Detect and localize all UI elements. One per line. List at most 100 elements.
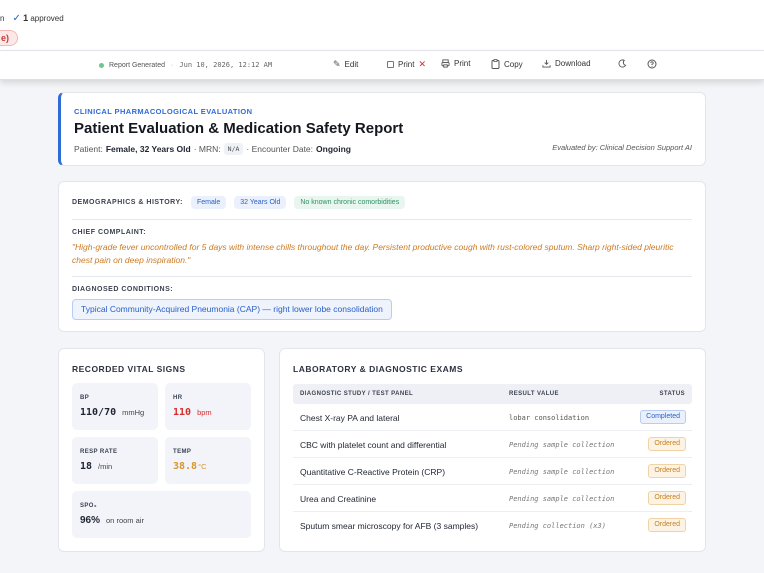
tag-comorbidities: No known chronic comorbidities bbox=[294, 196, 406, 209]
print-button[interactable]: Print bbox=[441, 59, 470, 68]
status-badge: Ordered bbox=[648, 437, 686, 451]
study-name: Sputum smear microscopy for AFB (3 sampl… bbox=[300, 521, 479, 531]
status-badge: Completed bbox=[640, 410, 686, 424]
vital-value: 110/70 bbox=[80, 407, 117, 418]
vital-unit: /min bbox=[98, 462, 113, 471]
check-icon: ✓ bbox=[12, 13, 21, 24]
vital-label: BP bbox=[80, 395, 90, 401]
report-status: Report Generated · Jun 10, 2026, 12:12 A… bbox=[99, 61, 272, 69]
labs-title: LABORATORY & DIAGNOSTIC EXAMS bbox=[293, 364, 464, 374]
vital-label: HR bbox=[173, 395, 183, 401]
divider bbox=[72, 276, 692, 277]
checkbox-icon[interactable] bbox=[387, 61, 394, 68]
help-button[interactable] bbox=[647, 59, 657, 69]
result-value: Pending sample collection bbox=[509, 441, 615, 449]
vitals-title: RECORDED VITAL SIGNS bbox=[72, 364, 186, 374]
edit-label: Edit bbox=[344, 60, 359, 69]
result-value: Pending collection (x3) bbox=[509, 522, 606, 530]
vital-spo2: SPO₂ 96% on room air bbox=[72, 491, 251, 538]
vital-unit: bpm bbox=[197, 408, 212, 417]
printer-icon bbox=[441, 59, 450, 68]
approved-count: 1 bbox=[23, 13, 29, 23]
vital-value: 110 bbox=[173, 407, 192, 418]
demographics-row: DEMOGRAPHICS & HISTORY: Female 32 Years … bbox=[72, 196, 406, 209]
report-eyebrow: CLINICAL PHARMACOLOGICAL EVALUATION bbox=[74, 107, 253, 116]
vital-unit: on room air bbox=[106, 516, 144, 525]
print-toggle-label: Print bbox=[398, 60, 415, 69]
edit-button[interactable]: ✎ Edit bbox=[333, 59, 358, 70]
vital-label: SPO₂ bbox=[80, 503, 97, 509]
labs-card: LABORATORY & DIAGNOSTIC EXAMS DIAGNOSTIC… bbox=[279, 348, 706, 552]
tag-sex: Female bbox=[190, 196, 227, 209]
approved-label: approved bbox=[30, 14, 64, 23]
status-badge: Ordered bbox=[648, 464, 686, 478]
approval-summary: n ✓ 1 approved bbox=[0, 13, 64, 24]
download-icon bbox=[542, 59, 551, 68]
encounter-prefix: · Encounter Date: bbox=[246, 144, 314, 154]
vital-temp: TEMP 38.8 °C bbox=[165, 437, 251, 484]
evaluated-by: Evaluated by: Clinical Decision Support … bbox=[552, 143, 692, 152]
divider bbox=[72, 219, 692, 220]
table-header: DIAGNOSTIC STUDY / TEST PANEL RESULT VAL… bbox=[293, 384, 692, 404]
report-timestamp: Jun 10, 2026, 12:12 AM bbox=[179, 61, 273, 69]
patient-meta: Patient: Female, 32 Years Old · MRN: N/A… bbox=[74, 143, 351, 155]
help-icon bbox=[647, 59, 657, 69]
vital-resp-rate: RESP RATE 18/min bbox=[72, 437, 158, 484]
mrn-value: N/A bbox=[223, 143, 244, 155]
result-value: Pending sample collection bbox=[509, 495, 615, 503]
result-value: Pending sample collection bbox=[509, 468, 615, 476]
report-toolbar: Report Generated · Jun 10, 2026, 12:12 A… bbox=[0, 51, 764, 80]
moon-icon bbox=[618, 59, 627, 68]
vital-value: 18 bbox=[80, 461, 93, 472]
column-header: RESULT VALUE bbox=[509, 391, 559, 397]
status-badge: Ordered bbox=[648, 518, 686, 532]
table-row: Urea and Creatinine Pending sample colle… bbox=[293, 485, 692, 512]
chief-complaint-text: "High-grade fever uncontrolled for 5 day… bbox=[72, 242, 674, 265]
vitals-card: RECORDED VITAL SIGNS BP 110/70 mmHg HR 11… bbox=[58, 348, 265, 552]
status-dot-icon bbox=[99, 62, 104, 68]
status-separator: · bbox=[171, 61, 174, 69]
labs-table: DIAGNOSTIC STUDY / TEST PANEL RESULT VAL… bbox=[293, 384, 692, 539]
vital-unit: °C bbox=[198, 462, 207, 471]
mrn-prefix: · MRN: bbox=[193, 144, 221, 154]
study-name: Chest X-ray PA and lateral bbox=[300, 413, 400, 423]
print-toggle[interactable]: Print ✕ bbox=[387, 59, 426, 70]
history-card: DEMOGRAPHICS & HISTORY: Female 32 Years … bbox=[58, 181, 706, 332]
vital-value: 96% bbox=[80, 515, 101, 526]
table-row: Chest X-ray PA and lateral lobar consoli… bbox=[293, 404, 692, 431]
diagnosis-chip: Typical Community-Acquired Pneumonia (CA… bbox=[72, 299, 392, 320]
report-header-card: CLINICAL PHARMACOLOGICAL EVALUATION Pati… bbox=[58, 92, 706, 166]
download-label: Download bbox=[555, 59, 591, 68]
vital-hr: HR 110 bpm bbox=[165, 383, 251, 430]
study-name: CBC with platelet count and differential bbox=[300, 440, 447, 450]
page-title: Patient Evaluation & Medication Safety R… bbox=[74, 120, 404, 137]
table-row: Sputum smear microscopy for AFB (3 sampl… bbox=[293, 512, 692, 539]
clipboard-icon bbox=[491, 59, 500, 69]
vital-unit: mmHg bbox=[122, 408, 145, 417]
tag-age: 32 Years Old bbox=[234, 196, 287, 209]
vital-bp: BP 110/70 mmHg bbox=[72, 383, 158, 430]
top-strip: n ✓ 1 approved e) bbox=[0, 0, 764, 51]
pencil-icon: ✎ bbox=[333, 59, 341, 69]
truncated-text: n bbox=[0, 14, 5, 23]
column-header: STATUS bbox=[659, 391, 685, 397]
table-row: CBC with platelet count and differential… bbox=[293, 431, 692, 458]
diagnosed-label: DIAGNOSED CONDITIONS: bbox=[72, 286, 174, 293]
study-name: Urea and Creatinine bbox=[300, 494, 377, 504]
print-label: Print bbox=[454, 59, 471, 68]
chief-complaint-label: CHIEF COMPLAINT: bbox=[72, 229, 147, 236]
demographics-label: DEMOGRAPHICS & HISTORY: bbox=[72, 199, 183, 206]
copy-label: Copy bbox=[504, 59, 523, 69]
close-icon: ✕ bbox=[418, 59, 426, 69]
download-button[interactable]: Download bbox=[542, 59, 591, 68]
copy-button[interactable]: Copy bbox=[491, 59, 523, 69]
truncated-pill[interactable]: e) bbox=[0, 30, 19, 46]
dark-mode-button[interactable] bbox=[618, 59, 627, 68]
patient-prefix: Patient: bbox=[74, 144, 103, 154]
status-badge: Ordered bbox=[648, 491, 686, 505]
column-header: DIAGNOSTIC STUDY / TEST PANEL bbox=[300, 391, 414, 397]
result-value: lobar consolidation bbox=[509, 414, 590, 422]
encounter-value: Ongoing bbox=[316, 144, 351, 154]
status-text: Report Generated bbox=[109, 61, 166, 69]
patient-value: Female, 32 Years Old bbox=[105, 144, 191, 154]
